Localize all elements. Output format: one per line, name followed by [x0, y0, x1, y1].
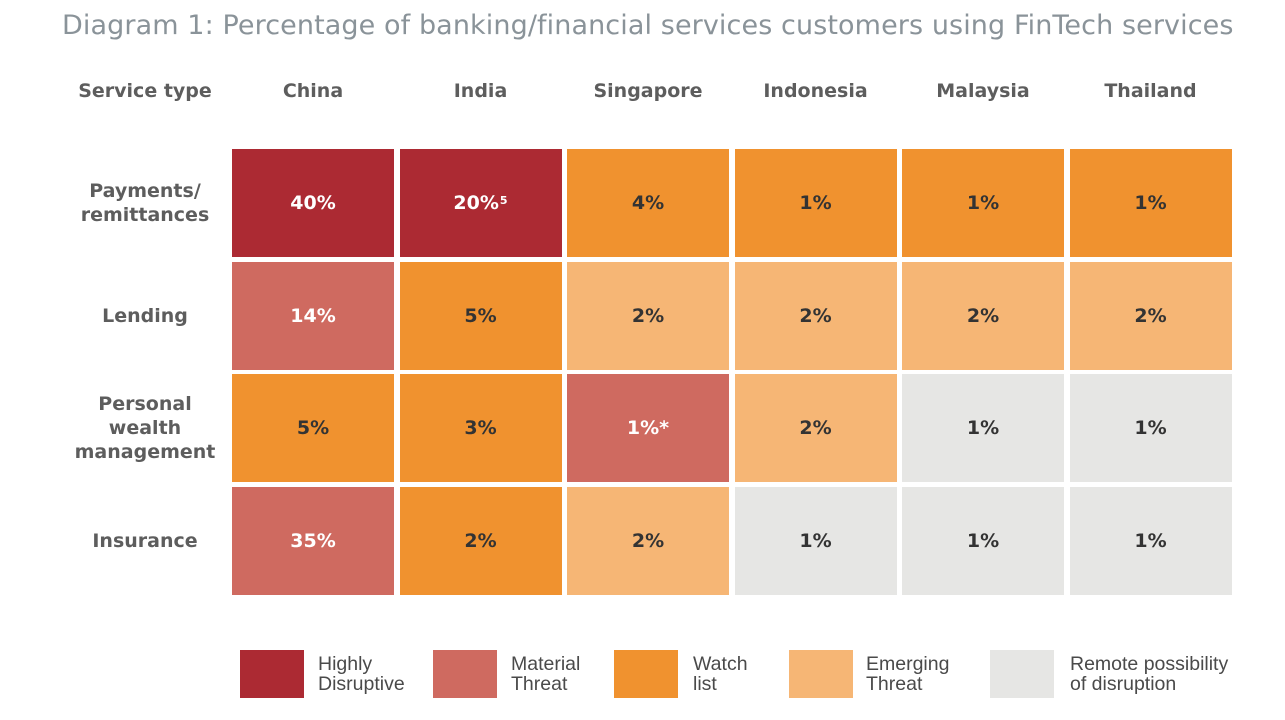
row-label-line: Insurance — [92, 529, 198, 552]
legend-swatch — [990, 650, 1054, 698]
legend-label-line: Material — [511, 653, 581, 675]
cell-value: 1%* — [626, 417, 670, 439]
heatmap-cell: 2% — [1069, 261, 1232, 370]
legend-label-line: Remote possibility — [1070, 653, 1229, 675]
row-label-line: Payments/ — [89, 180, 201, 202]
cell-value: 5% — [464, 304, 497, 327]
row-label-line: Lending — [102, 304, 188, 327]
cell-value: 2% — [1134, 304, 1167, 327]
legend-swatch — [240, 650, 304, 698]
heatmap-cell: 2% — [902, 261, 1064, 370]
legend-label-line: Highly — [318, 653, 373, 675]
column-header: China — [282, 80, 344, 102]
heatmap-cell: 2% — [567, 486, 729, 595]
heatmap-cell: 5% — [232, 374, 394, 482]
legend-label-line: Watch — [693, 653, 748, 675]
heatmap-cell: 1% — [902, 149, 1064, 257]
cell-value: 5% — [296, 417, 330, 439]
cell-value: 14% — [290, 304, 336, 327]
legend-label-line: Disruptive — [318, 673, 405, 695]
heatmap-cell: 20% 5 — [399, 149, 562, 257]
cell-value: 20% — [453, 192, 499, 214]
cell-footnote-marker: 5 — [499, 193, 508, 207]
legend-swatch — [433, 650, 497, 698]
cell-value: 1% — [799, 529, 832, 552]
heatmap-cell: 1% — [1069, 374, 1232, 482]
row-label: Lending — [62, 262, 228, 370]
legend-label: Remote possibility of disruption — [1070, 654, 1228, 694]
heatmap-cell: 40% — [232, 149, 394, 257]
cell-value: 1% — [1134, 529, 1167, 552]
cell-value: 1% — [966, 417, 1000, 439]
column-header: Singapore — [593, 80, 703, 102]
heatmap-cell: 1% — [902, 374, 1064, 482]
cell-value: 2% — [799, 304, 832, 327]
heatmap-cell: 2% — [567, 261, 729, 370]
heatmap-cell: 1% — [734, 149, 897, 257]
legend-label-line: Threat — [511, 673, 568, 695]
row-label-line: remittances — [80, 204, 210, 226]
cell-value: 2% — [799, 417, 832, 439]
column-header: Thailand — [1104, 80, 1197, 102]
cell-value: 1% — [1134, 417, 1167, 439]
cell-value: 3% — [464, 417, 497, 439]
legend-label: Material Threat — [511, 654, 580, 694]
legend-label: Highly Disruptive — [318, 654, 405, 694]
row-label-line: Personal — [98, 393, 192, 415]
legend-label-line: of disruption — [1070, 673, 1177, 695]
cell-value: 35% — [290, 529, 336, 552]
cell-value: 1% — [966, 529, 1000, 552]
cell-value: 40% — [290, 192, 336, 214]
column-header: Indonesia — [763, 80, 868, 102]
cell-value: 2% — [631, 304, 665, 327]
row-label: Personal wealth management — [62, 374, 228, 482]
heatmap-cell: 2% — [734, 374, 897, 482]
heatmap-cell: 1% — [1069, 149, 1232, 257]
heatmap-cell: 1%* — [567, 374, 729, 482]
cell-value: 1% — [1134, 192, 1167, 214]
heatmap-cell: 5% — [399, 261, 562, 370]
heatmap-cell: 2% — [734, 261, 897, 370]
cell-value: 2% — [464, 529, 497, 552]
column-header: Malaysia — [936, 80, 1030, 102]
heatmap-cell: 2% — [399, 486, 562, 595]
heatmap-cell: 1% — [734, 486, 897, 595]
heatmap-cell: 14% — [232, 261, 394, 370]
legend-label-line: list — [693, 673, 717, 695]
row-label: Insurance — [62, 487, 228, 595]
row-header-label: Service type — [78, 80, 212, 102]
legend-label: Watch list — [693, 654, 748, 694]
cell-value: 2% — [966, 304, 1000, 327]
cell-value: 4% — [631, 192, 665, 214]
heatmap-cell: 35% — [232, 486, 394, 595]
legend-label-line: Emerging — [866, 653, 950, 675]
cell-value: 1% — [966, 192, 1000, 214]
legend-swatch — [789, 650, 853, 698]
row-label: Payments/remittances — [62, 149, 228, 257]
row-label-line: management — [74, 441, 216, 463]
chart-title: Diagram 1: Percentage of banking/financi… — [62, 10, 1234, 41]
column-header: India — [453, 80, 508, 102]
heatmap-cell: 1% — [1069, 486, 1232, 595]
heatmap-cell: 1% — [902, 486, 1064, 595]
heatmap-cell: 4% — [567, 149, 729, 257]
legend-swatch — [614, 650, 678, 698]
legend-label: Emerging Threat — [866, 654, 949, 694]
cell-value: 2% — [631, 529, 665, 552]
heatmap-cell: 3% — [399, 374, 562, 482]
cell-value: 1% — [799, 192, 832, 214]
legend-label-line: Threat — [866, 673, 923, 695]
row-label-line: wealth — [108, 417, 182, 439]
